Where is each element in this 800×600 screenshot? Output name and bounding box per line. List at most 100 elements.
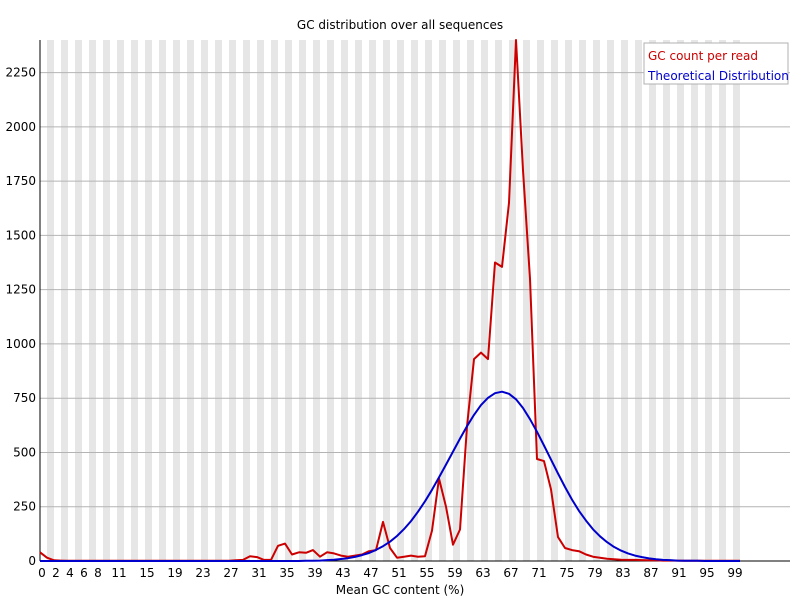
x-tick-label: 55 bbox=[419, 566, 434, 580]
y-tick-labels: 0 250 500 750 1000 1250 1500 1750 2000 2250 bbox=[5, 66, 36, 568]
x-tick-label: 8 bbox=[94, 566, 102, 580]
plot-band bbox=[621, 40, 628, 561]
x-tick-label: 2 bbox=[52, 566, 60, 580]
plot-band bbox=[607, 40, 614, 561]
plot-band bbox=[425, 40, 432, 561]
plot-band bbox=[565, 40, 572, 561]
x-tick-label: 4 bbox=[66, 566, 74, 580]
x-tick-label: 95 bbox=[699, 566, 714, 580]
chart-title: GC distribution over all sequences bbox=[297, 18, 503, 32]
plot-band bbox=[243, 40, 250, 561]
series-line-theoretical bbox=[40, 390, 740, 562]
x-tick-labels: 0 2 4 6 8 11 15 19 23 27 31 35 39 43 47 51 55 59 63 67 71 75 7… bbox=[38, 566, 742, 580]
plot-band bbox=[173, 40, 180, 561]
x-tick-label: 59 bbox=[447, 566, 462, 580]
plot-band bbox=[103, 40, 110, 561]
plot-band bbox=[509, 40, 516, 561]
y-tick-label: 2000 bbox=[5, 120, 36, 134]
plot-band bbox=[481, 40, 488, 561]
x-tick-label: 0 bbox=[38, 566, 46, 580]
plot-band bbox=[187, 40, 194, 561]
x-tick-label: 63 bbox=[475, 566, 490, 580]
y-tick-label: 1750 bbox=[5, 174, 36, 188]
plot-band bbox=[215, 40, 222, 561]
plot-band bbox=[271, 40, 278, 561]
plot-band bbox=[551, 40, 558, 561]
plot-band bbox=[705, 40, 712, 561]
plot-band bbox=[719, 40, 726, 561]
y-tick-label: 2250 bbox=[5, 66, 36, 80]
plot-band bbox=[495, 40, 502, 561]
x-tick-label: 39 bbox=[307, 566, 322, 580]
plot-band bbox=[327, 40, 334, 561]
plot-background bbox=[47, 40, 740, 561]
plot-band bbox=[131, 40, 138, 561]
plot-band bbox=[159, 40, 166, 561]
plot-band bbox=[663, 40, 670, 561]
x-tick-label: 19 bbox=[167, 566, 182, 580]
plot-band bbox=[649, 40, 656, 561]
y-tick-label: 750 bbox=[13, 391, 36, 405]
x-tick-label: 43 bbox=[335, 566, 350, 580]
plot-band bbox=[537, 40, 544, 561]
plot-band bbox=[145, 40, 152, 561]
plot-band bbox=[299, 40, 306, 561]
x-tick-label: 67 bbox=[503, 566, 518, 580]
plot-band bbox=[453, 40, 460, 561]
x-tick-label: 31 bbox=[251, 566, 266, 580]
y-tick-label: 1250 bbox=[5, 283, 36, 297]
plot-band bbox=[341, 40, 348, 561]
x-tick-label: 47 bbox=[363, 566, 378, 580]
x-tick-label: 35 bbox=[279, 566, 294, 580]
plot-band bbox=[89, 40, 96, 561]
x-tick-label: 11 bbox=[111, 566, 126, 580]
x-tick-label: 15 bbox=[139, 566, 154, 580]
plot-band bbox=[411, 40, 418, 561]
x-tick-label: 83 bbox=[615, 566, 630, 580]
legend-entry-theoretical: Theoretical Distribution bbox=[647, 69, 789, 83]
y-tick-label: 250 bbox=[13, 500, 36, 514]
plot-band bbox=[383, 40, 390, 561]
y-tick-label: 1000 bbox=[5, 337, 36, 351]
plot-band bbox=[523, 40, 530, 561]
horizontal-gridlines bbox=[40, 72, 790, 508]
chart-legend: GC count per read Theoretical Distributi… bbox=[643, 42, 789, 85]
plot-band bbox=[691, 40, 698, 561]
x-tick-label: 79 bbox=[587, 566, 602, 580]
plot-band bbox=[257, 40, 264, 561]
plot-band bbox=[355, 40, 362, 561]
x-tick-label: 23 bbox=[195, 566, 210, 580]
plot-band bbox=[75, 40, 82, 561]
x-tick-label: 91 bbox=[671, 566, 686, 580]
x-tick-label: 51 bbox=[391, 566, 406, 580]
plot-band bbox=[677, 40, 684, 561]
plot-band bbox=[369, 40, 376, 561]
legend-box bbox=[643, 42, 789, 85]
x-tick-label: 27 bbox=[223, 566, 238, 580]
y-tick-label: 1500 bbox=[5, 228, 36, 242]
x-tick-label: 99 bbox=[727, 566, 742, 580]
x-axis-label: Mean GC content (%) bbox=[336, 583, 465, 597]
plot-band bbox=[117, 40, 124, 561]
x-tick-label: 75 bbox=[559, 566, 574, 580]
legend-entry-gc-count: GC count per read bbox=[648, 49, 758, 63]
plot-band bbox=[397, 40, 404, 561]
y-tick-label: 0 bbox=[28, 554, 36, 568]
plot-band bbox=[229, 40, 236, 561]
plot-band bbox=[313, 40, 320, 561]
plot-band bbox=[467, 40, 474, 561]
x-tick-label: 71 bbox=[531, 566, 546, 580]
series-lines bbox=[39, 39, 740, 562]
plot-band bbox=[439, 40, 446, 561]
plot-band bbox=[579, 40, 586, 561]
x-tick-label: 87 bbox=[643, 566, 658, 580]
plot-band bbox=[61, 40, 68, 561]
x-tick-label: 6 bbox=[80, 566, 88, 580]
plot-band bbox=[285, 40, 292, 561]
y-tick-label: 500 bbox=[13, 445, 36, 459]
plot-band bbox=[47, 40, 54, 561]
plot-band bbox=[201, 40, 208, 561]
plot-band bbox=[635, 40, 642, 561]
plot-band bbox=[733, 40, 740, 561]
